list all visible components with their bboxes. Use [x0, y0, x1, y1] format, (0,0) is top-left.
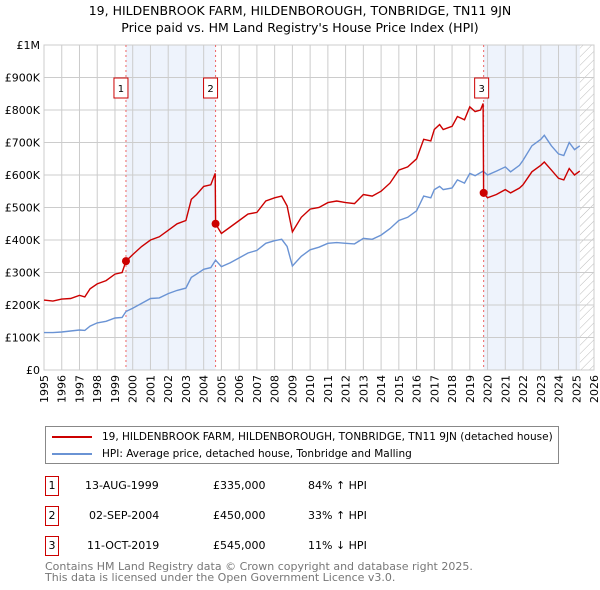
x-tick-label: 1998 — [91, 375, 104, 403]
y-tick-label: £1M — [17, 39, 41, 52]
sale-label-box — [474, 77, 490, 99]
x-tick-label: 2013 — [357, 375, 370, 403]
x-tick-label: 2011 — [322, 375, 335, 403]
chart-title-line1: 19, HILDENBROOK FARM, HILDENBOROUGH, TON… — [88, 3, 512, 18]
footer-copyright: Contains HM Land Registry data © Crown c… — [45, 560, 473, 573]
x-tick-label: 1999 — [109, 375, 122, 403]
x-tick-label: 2001 — [144, 375, 157, 403]
sale-label: 1 — [118, 84, 124, 95]
transaction-hpi-delta: 84% ↑ HPI — [308, 479, 367, 492]
y-tick-label: £900K — [5, 72, 41, 85]
x-tick-label: 2025 — [570, 375, 583, 403]
y-tick-label: £800K — [5, 104, 41, 117]
footer: Contains HM Land Registry data © Crown c… — [45, 561, 473, 583]
x-tick-label: 2012 — [340, 375, 353, 403]
y-tick-label: £200K — [5, 299, 41, 312]
sale-label-box — [203, 77, 219, 99]
x-tick-label: 2009 — [286, 375, 299, 403]
transaction-price: £450,000 — [213, 509, 266, 522]
sale-label: 2 — [207, 84, 213, 95]
transaction-number: 2 — [45, 506, 59, 526]
x-tick-label: 2017 — [428, 375, 441, 403]
legend-item-hpi: HPI: Average price, detached house, Tonb… — [52, 446, 412, 462]
x-tick-label: 2023 — [535, 375, 548, 403]
transaction-number: 3 — [45, 536, 59, 556]
x-tick-label: 1995 — [38, 375, 51, 403]
x-tick-label: 2021 — [499, 375, 512, 403]
y-tick-label: £0 — [26, 364, 40, 377]
x-tick-label: 2024 — [553, 375, 566, 403]
x-tick-label: 2010 — [304, 375, 317, 403]
transaction-row: 3 11-OCT-2019 £545,000 11% ↓ HPI — [45, 536, 445, 556]
x-tick-label: 1997 — [73, 375, 86, 403]
x-tick-label: 2008 — [269, 375, 282, 403]
x-tick-label: 2002 — [162, 375, 175, 403]
legend-label-property: 19, HILDENBROOK FARM, HILDENBOROUGH, TON… — [102, 431, 553, 443]
legend-swatch-property — [52, 436, 92, 438]
y-tick-label: £700K — [5, 137, 41, 150]
transaction-row: 1 13-AUG-1999 £335,000 84% ↑ HPI — [45, 476, 445, 496]
y-tick-label: £600K — [5, 169, 41, 182]
y-tick-label: £300K — [5, 267, 41, 280]
y-tick-label: £100K — [5, 332, 41, 345]
sale-point — [121, 257, 130, 266]
property-price-line — [43, 103, 581, 302]
x-tick-label: 2016 — [411, 375, 424, 403]
legend-swatch-hpi — [52, 453, 92, 455]
x-tick-label: 2018 — [446, 375, 459, 403]
footer-licence: This data is licensed under the Open Gov… — [45, 571, 396, 584]
transaction-date: 02-SEP-2004 — [89, 509, 160, 522]
sale-point — [479, 188, 488, 197]
sale-label-box — [113, 77, 129, 99]
sale-label: 3 — [478, 84, 484, 95]
transaction-date: 11-OCT-2019 — [87, 539, 160, 552]
x-tick-label: 2000 — [127, 375, 140, 403]
x-tick-label: 2006 — [233, 375, 246, 403]
chart-title-line2: Price paid vs. HM Land Registry's House … — [121, 20, 479, 35]
x-tick-label: 1996 — [56, 375, 69, 403]
x-tick-label: 2003 — [180, 375, 193, 403]
transaction-price: £335,000 — [213, 479, 266, 492]
x-tick-label: 2007 — [251, 375, 264, 403]
x-tick-label: 2004 — [198, 375, 211, 403]
y-tick-label: £500K — [5, 202, 41, 215]
x-tick-label: 2026 — [588, 375, 600, 403]
transaction-number: 1 — [45, 476, 59, 496]
legend-label-hpi: HPI: Average price, detached house, Tonb… — [102, 448, 412, 460]
x-tick-label: 2019 — [464, 375, 477, 403]
legend-item-property: 19, HILDENBROOK FARM, HILDENBOROUGH, TON… — [52, 429, 553, 445]
hpi-line — [44, 134, 581, 334]
transaction-row: 2 02-SEP-2004 £450,000 33% ↑ HPI — [45, 506, 445, 526]
x-tick-label: 2015 — [393, 375, 406, 403]
x-tick-label: 2022 — [517, 375, 530, 403]
price-chart: 1995 1996 1997 1998 1999 2000 2001 2002 2003 2004… — [5, 39, 600, 403]
x-tick-label: 2014 — [375, 375, 388, 403]
transaction-hpi-delta: 33% ↑ HPI — [308, 509, 367, 522]
plot-border — [43, 44, 595, 371]
transaction-hpi-delta: 11% ↓ HPI — [308, 539, 367, 552]
x-tick-label: 2020 — [482, 375, 495, 403]
legend: 19, HILDENBROOK FARM, HILDENBOROUGH, TON… — [45, 426, 559, 464]
y-tick-label: £400K — [5, 234, 41, 247]
x-tick-label: 2005 — [215, 375, 228, 403]
transaction-date: 13-AUG-1999 — [85, 479, 159, 492]
transaction-price: £545,000 — [213, 539, 266, 552]
sale-point — [211, 219, 220, 228]
